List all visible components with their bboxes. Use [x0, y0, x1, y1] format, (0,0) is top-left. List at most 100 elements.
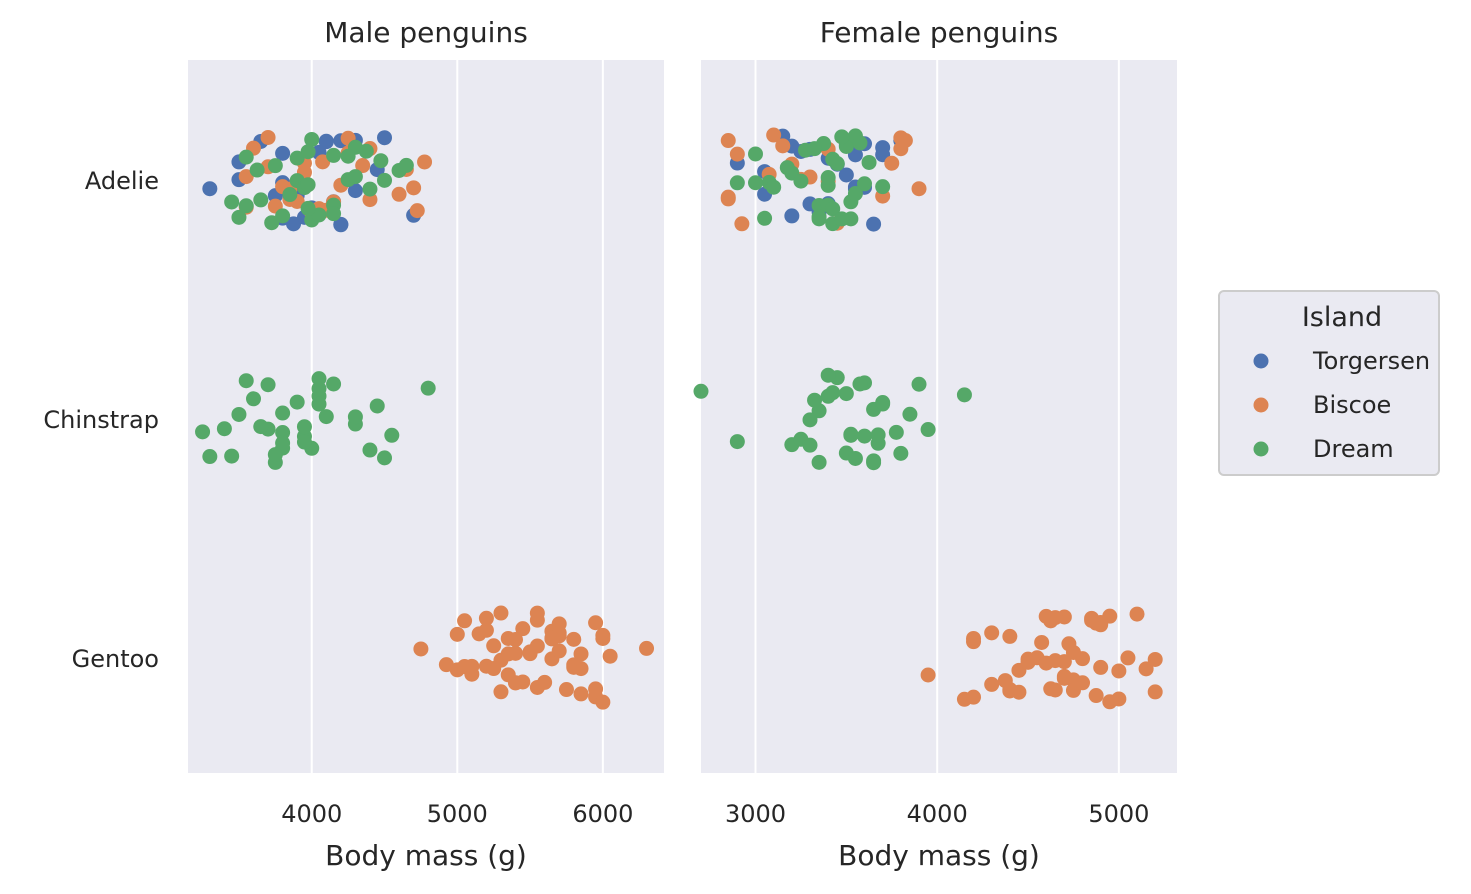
point-1-biscoe-gentoo-35	[595, 630, 611, 646]
x-axis-label-2: Body mass (g)	[838, 839, 1040, 872]
point-2-biscoe-gentoo-1	[984, 676, 1000, 692]
point-1-biscoe-gentoo-0	[413, 641, 429, 657]
point-1-biscoe-gentoo-25	[493, 605, 509, 621]
point-2-dream-adelie-18	[729, 175, 745, 191]
panel-title-2: Female penguins	[820, 16, 1059, 49]
point-1-biscoe-gentoo-26	[500, 630, 516, 646]
point-1-biscoe-gentoo-50	[588, 615, 604, 631]
point-1-dream-chinstrap-17	[377, 450, 393, 466]
point-1-dream-chinstrap-10	[326, 376, 342, 392]
point-2-dream-chinstrap-1	[729, 434, 745, 450]
point-2-torgersen-adelie-11	[838, 167, 854, 183]
y-tick-label-chinstrap: Chinstrap	[43, 406, 159, 434]
point-2-dream-chinstrap-10	[902, 406, 918, 422]
point-1-torgersen-adelie-24	[275, 145, 291, 161]
point-1-torgersen-adelie-0	[202, 181, 218, 197]
point-1-dream-chinstrap-18	[231, 406, 247, 422]
point-1-dream-chinstrap-24	[216, 421, 232, 437]
point-2-dream-adelie-5	[779, 160, 795, 176]
point-1-dream-chinstrap-8	[289, 394, 305, 410]
point-1-dream-chinstrap-20	[238, 373, 254, 389]
point-1-torgersen-adelie-26	[318, 133, 334, 149]
point-2-dream-chinstrap-33	[888, 424, 904, 440]
point-1-biscoe-adelie-24	[409, 203, 425, 219]
point-2-biscoe-gentoo-48	[1047, 610, 1063, 626]
point-1-dream-chinstrap-25	[275, 435, 291, 451]
point-1-biscoe-adelie-28	[406, 180, 422, 196]
point-1-dream-chinstrap-0	[195, 424, 211, 440]
point-1-dream-chinstrap-5	[260, 377, 276, 393]
point-1-dream-chinstrap-28	[267, 447, 283, 463]
point-1-dream-chinstrap-12	[369, 398, 385, 414]
point-2-dream-adelie-6	[825, 201, 841, 217]
point-2-biscoe-gentoo-11	[1002, 628, 1018, 644]
point-1-biscoe-gentoo-46	[508, 675, 524, 691]
point-2-biscoe-gentoo-29	[1120, 650, 1136, 666]
point-1-dream-adelie-15	[347, 169, 363, 185]
point-2-biscoe-gentoo-42	[1002, 681, 1018, 697]
legend-marker-biscoe	[1253, 397, 1269, 413]
point-2-dream-adelie-20	[748, 175, 764, 191]
point-1-dream-adelie-27	[340, 148, 356, 164]
point-1-dream-adelie-1	[264, 215, 280, 231]
point-1-dream-chinstrap-26	[296, 419, 312, 435]
x-tick-label-2-4000: 4000	[907, 800, 968, 828]
point-2-biscoe-adelie-9	[734, 216, 750, 232]
point-1-biscoe-gentoo-13	[558, 682, 574, 698]
point-1-biscoe-gentoo-49	[551, 643, 567, 659]
point-1-biscoe-gentoo-34	[588, 681, 604, 697]
point-2-dream-chinstrap-29	[820, 388, 836, 404]
point-1-dream-adelie-29	[373, 153, 389, 169]
point-2-dream-adelie-0	[748, 146, 764, 162]
x-tick-label-1-4000: 4000	[281, 800, 342, 828]
point-1-dream-adelie-19	[326, 206, 342, 222]
point-2-dream-adelie-24	[834, 211, 850, 227]
point-2-biscoe-gentoo-9	[966, 634, 982, 650]
point-1-biscoe-gentoo-3	[457, 613, 473, 629]
point-2-torgersen-adelie-0	[784, 208, 800, 224]
point-1-dream-adelie-6	[238, 198, 254, 214]
point-1-biscoe-adelie-2	[260, 129, 276, 145]
legend-label-biscoe: Biscoe	[1313, 391, 1391, 419]
point-1-torgersen-adelie-22	[347, 183, 363, 199]
point-2-biscoe-gentoo-46	[1093, 614, 1109, 630]
point-2-dream-adelie-32	[834, 129, 850, 145]
y-tick-label-adelie: Adelie	[85, 167, 159, 195]
point-1-biscoe-adelie-10	[355, 158, 371, 174]
point-2-biscoe-gentoo-27	[1034, 634, 1050, 650]
point-1-biscoe-gentoo-54	[464, 658, 480, 674]
point-1-biscoe-adelie-12	[391, 186, 407, 202]
point-2-biscoe-adelie-11	[893, 141, 909, 157]
point-2-dream-adelie-17	[861, 154, 877, 170]
point-2-dream-adelie-8	[793, 173, 809, 189]
point-1-biscoe-gentoo-18	[602, 648, 618, 664]
point-1-dream-adelie-17	[224, 194, 240, 210]
plot-background-2	[701, 60, 1177, 773]
point-2-dream-adelie-21	[766, 179, 782, 195]
point-2-dream-chinstrap-30	[843, 427, 859, 443]
point-2-biscoe-adelie-8	[720, 133, 736, 149]
legend-marker-torgersen	[1253, 353, 1269, 369]
point-1-dream-chinstrap-22	[275, 425, 291, 441]
point-1-dream-adelie-11	[231, 209, 247, 225]
point-2-biscoe-adelie-17	[720, 191, 736, 207]
point-1-biscoe-gentoo-40	[508, 645, 524, 661]
point-2-biscoe-adelie-6	[775, 138, 791, 154]
point-1-dream-adelie-28	[300, 177, 316, 193]
x-tick-label-1-6000: 6000	[572, 800, 633, 828]
point-1-biscoe-gentoo-33	[566, 631, 582, 647]
point-1-biscoe-adelie-27	[362, 192, 378, 208]
point-1-biscoe-gentoo-52	[544, 630, 560, 646]
point-1-dream-chinstrap-29	[347, 409, 363, 425]
point-1-dream-adelie-12	[249, 162, 265, 178]
point-1-torgersen-adelie-15	[377, 130, 393, 146]
point-1-biscoe-adelie-20	[238, 169, 254, 185]
point-1-biscoe-gentoo-37	[478, 610, 494, 626]
point-1-biscoe-gentoo-23	[478, 622, 494, 638]
point-1-dream-adelie-3	[326, 147, 342, 163]
point-1-dream-adelie-31	[362, 181, 378, 197]
point-2-dream-chinstrap-13	[807, 392, 823, 408]
point-2-dream-adelie-4	[757, 210, 773, 226]
point-1-dream-adelie-10	[377, 172, 393, 188]
